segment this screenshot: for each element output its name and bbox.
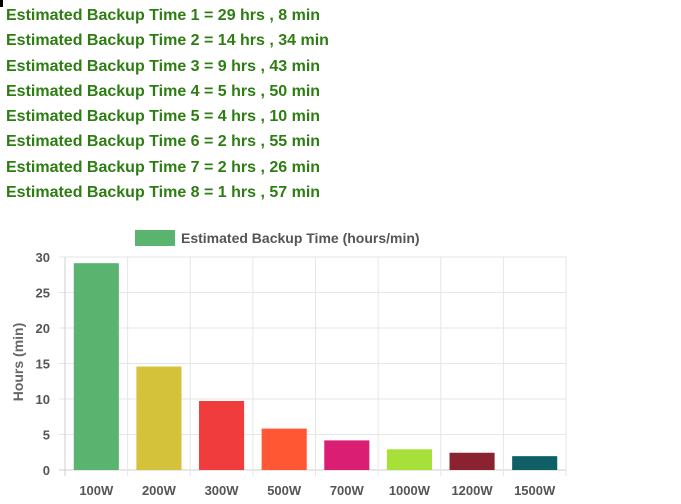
legend-label: Estimated Backup Time (hours/min) bbox=[181, 230, 420, 246]
y-tick-label: 0 bbox=[43, 463, 50, 478]
bar-1500W[interactable] bbox=[512, 456, 558, 470]
y-tick-label: 10 bbox=[36, 392, 50, 407]
results-list: Estimated Backup Time 1 = 29 hrs , 8 min… bbox=[6, 3, 329, 205]
bar-1200W[interactable] bbox=[449, 452, 495, 470]
x-tick-label: 500W bbox=[267, 483, 302, 498]
result-line-3: Estimated Backup Time 3 = 9 hrs , 43 min bbox=[6, 57, 321, 75]
y-axis: 0 5 10 15 20 25 30 bbox=[36, 250, 50, 478]
x-tick-label: 1000W bbox=[389, 483, 431, 498]
x-tick-label: 100W bbox=[79, 483, 114, 498]
bar-100W[interactable] bbox=[73, 263, 119, 470]
y-tick-label: 15 bbox=[36, 357, 50, 372]
x-tick-label: 1500W bbox=[514, 483, 556, 498]
y-tick-label: 20 bbox=[36, 321, 50, 336]
x-tick-label: 700W bbox=[330, 483, 365, 498]
result-line-6: Estimated Backup Time 6 = 2 hrs , 55 min bbox=[6, 133, 321, 151]
y-tick-label: 30 bbox=[36, 250, 50, 265]
bar-300W[interactable] bbox=[199, 400, 245, 470]
result-line-4: Estimated Backup Time 4 = 5 hrs , 50 min bbox=[6, 82, 321, 100]
result-line-5: Estimated Backup Time 5 = 4 hrs , 10 min bbox=[6, 108, 321, 126]
x-axis: 100W 200W 300W 500W 700W 1000W 1200W 1500W bbox=[79, 483, 556, 498]
x-tick-label: 300W bbox=[205, 483, 240, 498]
y-tick-label: 5 bbox=[43, 428, 50, 443]
bar-chart: Estimated Backup Time (hours/min) 0 5 10 15… bbox=[10, 230, 567, 498]
y-axis-title: Hours (min) bbox=[10, 323, 26, 402]
chart-grid bbox=[59, 256, 567, 476]
x-tick-label: 1200W bbox=[451, 483, 493, 498]
legend-swatch bbox=[135, 230, 175, 246]
corner-mark bbox=[0, 0, 3, 7]
chart-legend[interactable]: Estimated Backup Time (hours/min) bbox=[135, 230, 420, 246]
result-line-8: Estimated Backup Time 8 = 1 hrs , 57 min bbox=[6, 184, 321, 202]
bar-700W[interactable] bbox=[324, 440, 370, 470]
result-line-7: Estimated Backup Time 7 = 2 hrs , 26 min bbox=[6, 158, 321, 176]
bar-1000W[interactable] bbox=[386, 449, 432, 470]
y-tick-label: 25 bbox=[36, 286, 50, 301]
result-line-1: Estimated Backup Time 1 = 29 hrs , 8 min bbox=[6, 7, 321, 24]
bar-500W[interactable] bbox=[261, 428, 307, 470]
bar-200W[interactable] bbox=[136, 366, 182, 470]
x-tick-label: 200W bbox=[142, 483, 177, 498]
chart-bars bbox=[73, 263, 558, 470]
result-line-2: Estimated Backup Time 2 = 14 hrs , 34 mi… bbox=[6, 32, 329, 50]
